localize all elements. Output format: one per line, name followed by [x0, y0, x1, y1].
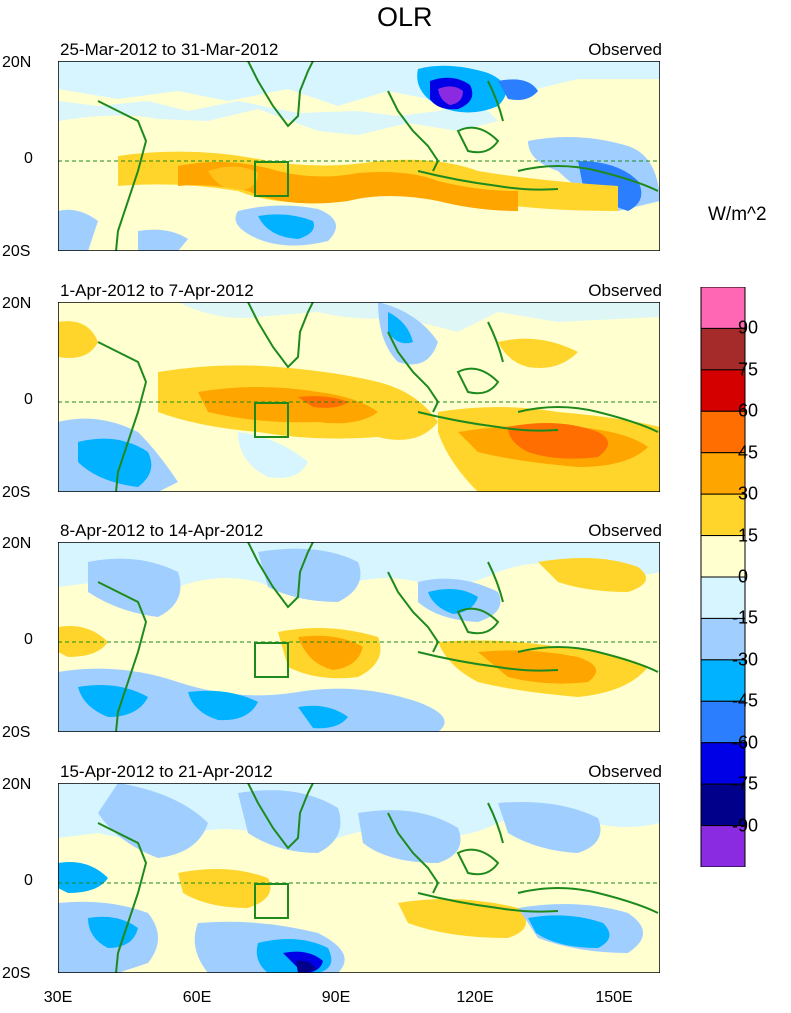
- y-label-mid: 0: [24, 631, 33, 648]
- colorbar-tick-label: 75: [738, 359, 759, 380]
- colorbar-tick-label: 0: [738, 566, 749, 587]
- panel-date-range: 1-Apr-2012 to 7-Apr-2012: [60, 281, 254, 300]
- panel-date-range: 8-Apr-2012 to 14-Apr-2012: [60, 521, 264, 540]
- colorbar-swatch: [700, 535, 746, 578]
- colorbar-swatch: [700, 369, 746, 412]
- panel-tag: Observed: [588, 281, 662, 300]
- panel-tag: Observed: [588, 762, 662, 781]
- y-label-top: 20N: [2, 54, 32, 71]
- colorbar-tick-label: -90: [732, 815, 759, 836]
- colorbar-units: W/m^2: [708, 204, 767, 225]
- x-label-30e: 30E: [43, 989, 73, 1006]
- colorbar-tick-label: -15: [732, 607, 759, 628]
- colorbar-swatch: [700, 327, 746, 371]
- x-label-90e: 90E: [321, 989, 351, 1006]
- panel-date-range: 25-Mar-2012 to 31-Mar-2012: [60, 40, 279, 59]
- colorbar-tick-label: 15: [738, 525, 759, 546]
- y-label-mid: 0: [24, 391, 33, 408]
- y-label-top: 20N: [2, 295, 32, 312]
- olr-map: [58, 783, 660, 973]
- y-label-top: 20N: [2, 776, 32, 793]
- colorbar-swatch: [700, 452, 746, 495]
- olr-map: [58, 542, 660, 732]
- colorbar: [700, 287, 746, 867]
- colorbar-swatch: [700, 825, 746, 867]
- panel-tag: Observed: [588, 40, 662, 59]
- y-label-bottom: 20S: [2, 484, 31, 501]
- colorbar-tick-label: 45: [738, 442, 759, 463]
- panel-date-range: 15-Apr-2012 to 21-Apr-2012: [60, 762, 273, 781]
- colorbar-tick-label: -45: [732, 690, 759, 711]
- colorbar-tick-label: -60: [732, 732, 759, 753]
- panel-1: 25-Mar-2012 to 31-Mar-2012 Observed 20N …: [0, 40, 700, 270]
- colorbar-swatch: [700, 742, 746, 785]
- colorbar-tick-label: 60: [738, 400, 759, 421]
- olr-map: [58, 61, 660, 251]
- colorbar-tick-label: 90: [738, 317, 759, 338]
- panel-3: 8-Apr-2012 to 14-Apr-2012 Observed 20N 0…: [0, 521, 700, 751]
- colorbar-swatch: [700, 576, 746, 619]
- x-label-120e: 120E: [456, 989, 494, 1006]
- x-label-150e: 150E: [595, 989, 633, 1006]
- y-label-bottom: 20S: [2, 724, 31, 741]
- colorbar-swatch: [700, 783, 746, 827]
- colorbar-swatch: [700, 410, 746, 454]
- y-label-mid: 0: [24, 872, 33, 889]
- colorbar-swatch: [700, 700, 746, 744]
- colorbar-swatch: [700, 287, 746, 329]
- panel-4: 15-Apr-2012 to 21-Apr-2012 Observed 20N …: [0, 762, 700, 992]
- y-label-bottom: 20S: [2, 965, 31, 982]
- colorbar-tick-label: -75: [732, 773, 759, 794]
- colorbar-tick-label: -30: [732, 649, 759, 670]
- colorbar-tick-label: 30: [738, 483, 759, 504]
- y-label-mid: 0: [24, 150, 33, 167]
- panel-tag: Observed: [588, 521, 662, 540]
- figure-title: OLR: [377, 2, 433, 32]
- olr-map: [58, 302, 660, 492]
- y-label-top: 20N: [2, 535, 32, 552]
- panel-2: 1-Apr-2012 to 7-Apr-2012 Observed 20N 0 …: [0, 281, 700, 511]
- x-label-60e: 60E: [182, 989, 212, 1006]
- y-label-bottom: 20S: [2, 243, 31, 260]
